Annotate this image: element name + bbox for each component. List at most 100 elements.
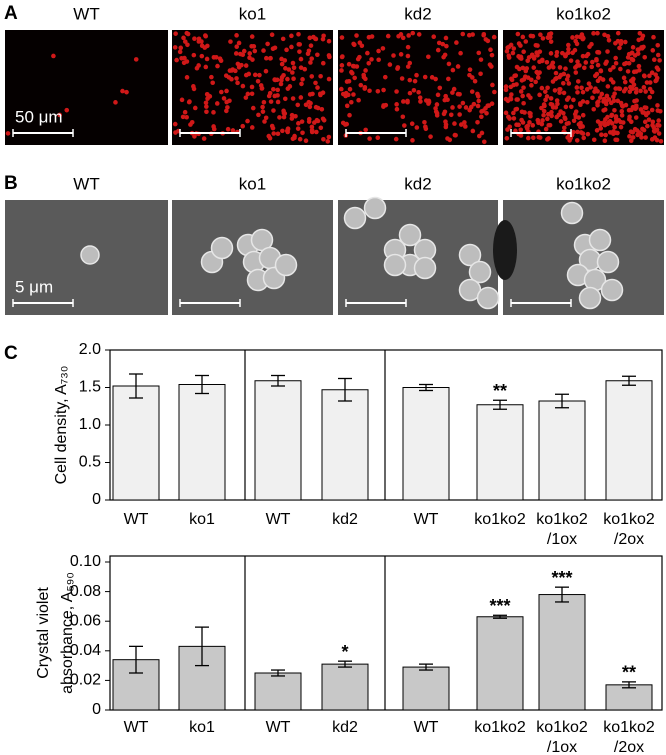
cell [646,117,652,122]
cell [513,128,518,134]
cell [279,56,284,62]
cell [633,106,638,112]
cell [211,126,217,132]
cell [219,89,224,95]
cell [405,44,411,50]
cell [263,68,269,74]
cell [426,54,431,60]
cell [543,89,548,94]
cell [297,136,303,142]
cell [629,50,634,56]
cell [179,97,185,103]
cell [394,89,399,94]
cell [650,48,656,53]
cell [562,52,568,57]
cell [174,57,179,63]
cell [492,89,497,95]
cell [597,75,603,81]
cell [204,92,210,97]
cell [488,47,493,53]
cell [394,102,399,107]
cell [230,128,236,133]
cell [620,104,626,109]
cell [396,33,401,39]
cell [503,110,509,116]
cell [423,98,429,103]
cell [647,94,653,100]
cell [227,68,233,73]
cell [236,64,242,70]
cell [418,99,423,104]
cell [640,33,646,39]
cell [297,49,302,54]
cell [598,126,604,131]
cell [489,64,494,69]
cell [285,129,291,135]
cell [644,80,650,85]
cell [643,112,649,118]
cell [343,206,367,230]
cell [395,66,400,71]
cell [435,92,441,98]
cell [529,83,534,88]
cell [638,88,643,94]
cell [289,44,294,50]
cell [647,73,652,79]
cell [402,123,407,128]
cell [312,120,317,125]
cell [570,50,575,56]
x-tick-label: ko1ko2/1ox [536,719,588,755]
cell [520,34,526,40]
cell [234,44,240,49]
cell [504,135,510,141]
cell [625,55,631,60]
cell [545,137,550,142]
cell [591,106,597,112]
cell [393,136,399,142]
cell [275,87,281,93]
cell [649,70,655,75]
cell [443,119,448,124]
cell [441,111,447,117]
cell [286,67,292,72]
cell [527,110,532,116]
cell [280,36,286,42]
cell [591,137,597,143]
cell [339,86,344,92]
cell [295,126,301,131]
cell [172,45,178,50]
cell [633,89,639,95]
cell [475,103,481,109]
cell [545,116,550,122]
cell [520,93,525,99]
cell [471,101,477,107]
image-label: WT [73,4,99,23]
cell [571,129,576,135]
cell [437,85,443,91]
cell [530,123,536,128]
cell [405,53,411,59]
cell [526,93,531,98]
cell [290,60,296,66]
cell [628,129,634,134]
cell [369,34,375,39]
cell [481,139,487,145]
cell [215,63,220,69]
cell [325,139,331,144]
cell [595,100,600,106]
cell [416,89,421,95]
cell [318,92,323,98]
cell [513,73,519,78]
cell [506,53,512,59]
cell [553,70,559,76]
cell [552,88,558,93]
cell [486,103,492,108]
cell [347,112,352,118]
cell [602,138,608,143]
cell [595,30,600,36]
cell [578,120,583,126]
cell [647,80,653,85]
cell [649,107,655,113]
cell [550,64,556,70]
cell [505,45,511,50]
